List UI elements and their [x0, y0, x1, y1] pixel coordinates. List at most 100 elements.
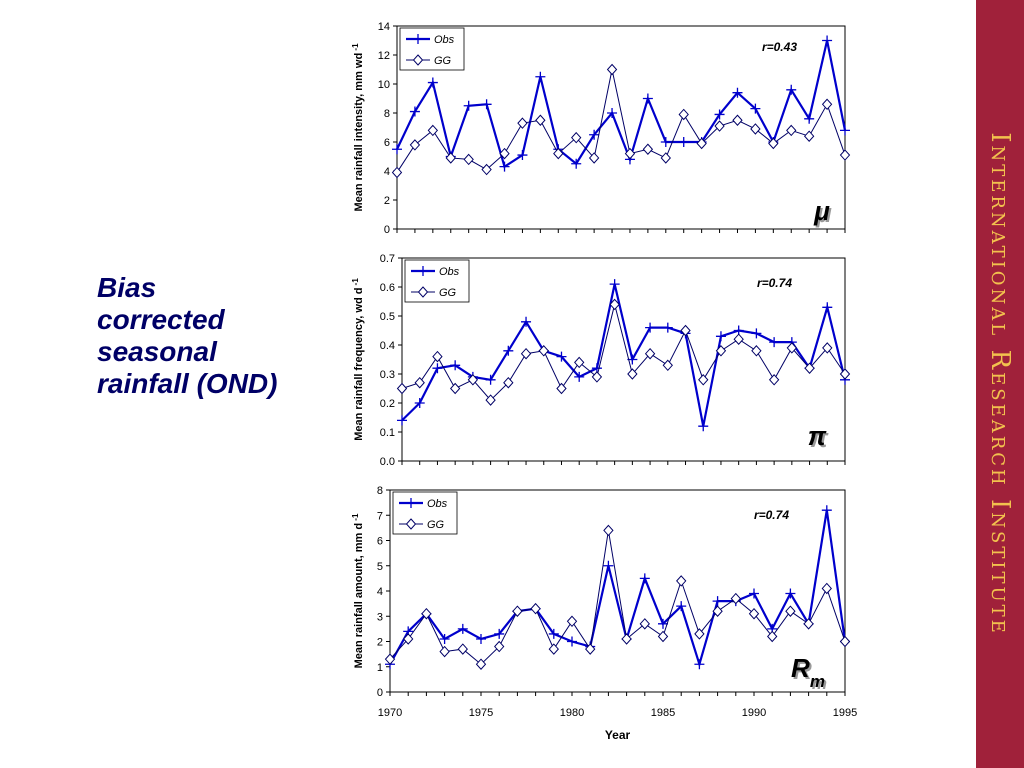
data-point [397, 415, 407, 426]
data-point [457, 643, 468, 655]
y-tick-label: 7 [377, 510, 383, 522]
data-point [414, 398, 425, 408]
data-point [749, 588, 759, 599]
y-axis-label-sup: -1 [351, 513, 360, 523]
data-point [639, 573, 650, 584]
data-point [475, 658, 487, 670]
data-point [750, 123, 761, 135]
data-point [481, 163, 492, 176]
data-point [732, 114, 743, 126]
legend-marker [413, 34, 423, 44]
parameter-symbol-sub: m [812, 674, 827, 693]
legend-marker [412, 54, 424, 66]
y-tick-label: 0.2 [380, 398, 395, 410]
data-point [485, 394, 496, 406]
data-point [750, 103, 761, 114]
data-point [588, 152, 600, 164]
data-point [503, 376, 514, 389]
data-point [571, 158, 582, 169]
data-point [463, 153, 474, 166]
data-point [767, 630, 778, 643]
data-point [503, 345, 514, 356]
x-axis-label: Year [605, 728, 631, 742]
data-point [481, 99, 492, 110]
data-point [396, 382, 408, 395]
data-point [627, 368, 638, 380]
data-point [768, 137, 779, 150]
data-point [660, 152, 671, 164]
data-point [676, 601, 687, 612]
data-point [768, 374, 780, 386]
data-point [553, 147, 564, 160]
data-point [786, 124, 797, 137]
data-point [698, 374, 709, 386]
data-point [624, 147, 636, 160]
data-point [571, 131, 582, 144]
data-point [839, 149, 851, 161]
data-point [538, 345, 549, 357]
data-point [521, 316, 532, 327]
data-point [804, 362, 815, 374]
y-tick-label: 4 [384, 166, 390, 178]
data-point [609, 298, 620, 311]
data-point [574, 356, 585, 369]
legend-label: Obs [434, 34, 455, 46]
y-tick-label: 12 [378, 50, 390, 62]
data-point [591, 371, 603, 383]
x-tick-label: 1985 [651, 707, 675, 719]
slide-heading-line: corrected [97, 304, 225, 335]
parameter-symbol: μ [813, 196, 830, 226]
data-point [485, 374, 496, 385]
legend-box [404, 259, 470, 303]
y-tick-label: 2 [384, 195, 390, 207]
data-point [803, 130, 815, 142]
y-tick-label: 0.1 [380, 427, 395, 439]
legend-label: GG [434, 55, 452, 67]
data-point [449, 382, 461, 395]
y-axis-label: Mean rainfall frequency, wd d -1 [351, 278, 366, 441]
data-point [517, 117, 528, 129]
y-tick-label: 2 [377, 637, 383, 649]
data-point [822, 35, 833, 46]
data-point [678, 137, 689, 147]
data-point [427, 77, 438, 88]
legend-box [392, 491, 458, 535]
correlation-annotation: r=0.74 [754, 508, 789, 522]
data-point [785, 605, 796, 617]
legend-label: Obs [439, 266, 460, 278]
data-point [476, 633, 486, 644]
data-point [607, 108, 618, 118]
data-point [414, 376, 425, 389]
data-point [657, 630, 669, 643]
x-tick-label: 1980 [560, 707, 584, 719]
correlation-annotation: r=0.74 [757, 276, 792, 290]
data-point [786, 342, 798, 354]
legend-label: GG [427, 519, 445, 531]
data-point [566, 615, 578, 628]
data-point [821, 582, 832, 595]
data-point [786, 84, 797, 95]
y-tick-label: 6 [384, 137, 390, 149]
data-point [621, 633, 632, 645]
data-point [391, 166, 403, 179]
x-tick-label: 1995 [833, 707, 857, 719]
series-line [401, 283, 847, 427]
data-point [409, 139, 421, 151]
y-axis-label: Mean rainfall amount, mm d -1 [351, 513, 366, 668]
data-point [427, 124, 439, 137]
legend-marker [417, 286, 429, 298]
legend: Obs GG [392, 491, 458, 535]
data-point [751, 345, 762, 357]
data-point [589, 129, 600, 140]
data-point [730, 592, 741, 605]
y-tick-label: 1 [377, 662, 383, 674]
parameter-symbol-shadow: μ [815, 198, 832, 228]
data-point [439, 645, 450, 658]
legend-marker [405, 518, 417, 530]
data-point [748, 607, 760, 620]
data-point [548, 628, 559, 639]
data-point [606, 63, 618, 76]
data-point [714, 109, 725, 120]
y-tick-label: 5 [377, 561, 383, 573]
series-line [401, 304, 846, 401]
